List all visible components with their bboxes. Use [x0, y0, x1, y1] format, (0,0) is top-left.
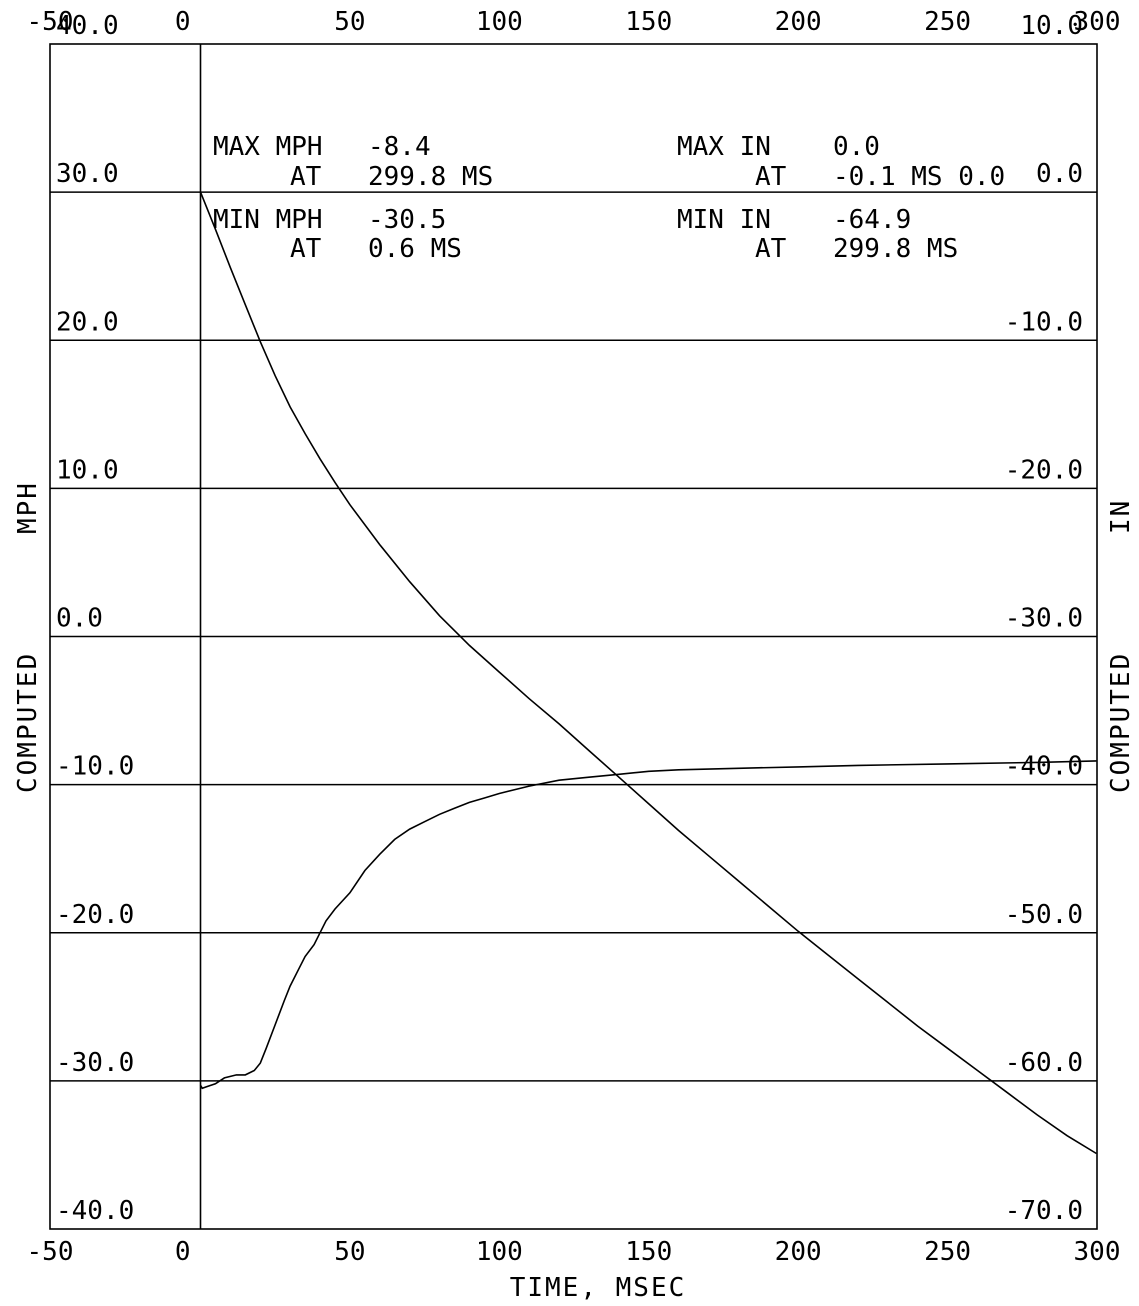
- y-right-tick-label: -40.0: [1005, 752, 1083, 782]
- y-right-tick-label: -10.0: [1005, 307, 1083, 337]
- x-tick-label-bottom: 50: [334, 1237, 365, 1267]
- max-in-label: MAX IN: [677, 132, 771, 162]
- y-right-tick-label: -60.0: [1005, 1048, 1083, 1078]
- y-axis-title-left-part2: MPH: [13, 481, 43, 534]
- min-mph-at-label: AT: [290, 234, 322, 264]
- y-axis-title-right-part2: IN: [1106, 499, 1136, 534]
- y-right-tick-label: -30.0: [1005, 604, 1083, 634]
- y-axis-title-right: COMPUTED IN: [1106, 499, 1136, 793]
- max-mph-at: 299.8 MS: [368, 162, 493, 192]
- y-left-tick-label: -40.0: [56, 1196, 134, 1226]
- x-tick-label-bottom: 100: [476, 1237, 523, 1267]
- y-left-tick-label: -10.0: [56, 752, 134, 782]
- max-mph-label: MAX MPH: [213, 132, 323, 162]
- x-tick-label-top: 50: [334, 7, 365, 37]
- series-line-in: [199, 191, 1097, 1155]
- x-tick-label-bottom: 0: [175, 1237, 191, 1267]
- y-right-tick-label: 0.0: [1036, 159, 1083, 189]
- y-right-tick-label: -50.0: [1005, 900, 1083, 930]
- y-right-tick-label: -20.0: [1005, 455, 1083, 485]
- x-tick-label-top: 300: [1074, 7, 1121, 37]
- x-tick-label-top: 100: [476, 7, 523, 37]
- min-in-value: -64.9: [833, 205, 911, 235]
- y-left-tick-label: -30.0: [56, 1048, 134, 1078]
- x-tick-label-bottom: -50: [27, 1237, 74, 1267]
- min-in-at: 299.8 MS: [833, 234, 958, 264]
- x-tick-label-top: 200: [775, 7, 822, 37]
- y-axis-title-left: COMPUTED MPH: [13, 481, 43, 793]
- x-tick-label-top: 0: [175, 7, 191, 37]
- x-tick-label-bottom: 250: [924, 1237, 971, 1267]
- y-left-tick-label: 30.0: [56, 159, 119, 189]
- max-in-at-label: AT: [755, 162, 787, 192]
- max-mph-at-label: AT: [290, 162, 322, 192]
- x-tick-label-bottom: 200: [775, 1237, 822, 1267]
- y-axis-title-left-part1: COMPUTED: [13, 652, 43, 793]
- max-mph-value: -8.4: [368, 132, 431, 162]
- y-axis-title-right-part1: COMPUTED: [1106, 652, 1136, 793]
- series-line-mph: [199, 760, 1097, 1090]
- min-mph-at: 0.6 MS: [368, 234, 462, 264]
- x-tick-label-top: 150: [625, 7, 672, 37]
- curve-layer: [199, 191, 1097, 1155]
- min-mph-value: -30.5: [368, 205, 446, 235]
- x-tick-label-bottom: 300: [1074, 1237, 1121, 1267]
- y-left-tick-label: -20.0: [56, 900, 134, 930]
- x-tick-label-bottom: 150: [625, 1237, 672, 1267]
- max-in-value: 0.0: [833, 132, 880, 162]
- label-layer: 40.0 30.0 20.0 10.0 0.0 -10.0 -20.0 -30.0 -40.0 1…: [27, 7, 1121, 1267]
- min-in-at-label: AT: [755, 234, 787, 264]
- x-axis-title: TIME, MSEC: [510, 1273, 687, 1303]
- max-in-at: -0.1 MS 0.0: [833, 162, 1005, 192]
- min-in-label: MIN IN: [677, 205, 771, 235]
- y-left-tick-label: 10.0: [56, 455, 119, 485]
- annotation-block: MAX MPH -8.4 AT 299.8 MS MIN MPH -30.5 A…: [213, 132, 1005, 264]
- min-mph-label: MIN MPH: [213, 205, 323, 235]
- y-left-tick-label: 0.0: [56, 604, 103, 634]
- y-right-tick-label: -70.0: [1005, 1196, 1083, 1226]
- y-right-tick-label: 10.0: [1020, 11, 1083, 41]
- x-tick-label-top: 250: [924, 7, 971, 37]
- y-left-tick-label: 20.0: [56, 307, 119, 337]
- y-left-tick-label: 40.0: [56, 11, 119, 41]
- grid-layer: [49, 43, 1098, 1230]
- x-tick-label-top: -50: [27, 7, 74, 37]
